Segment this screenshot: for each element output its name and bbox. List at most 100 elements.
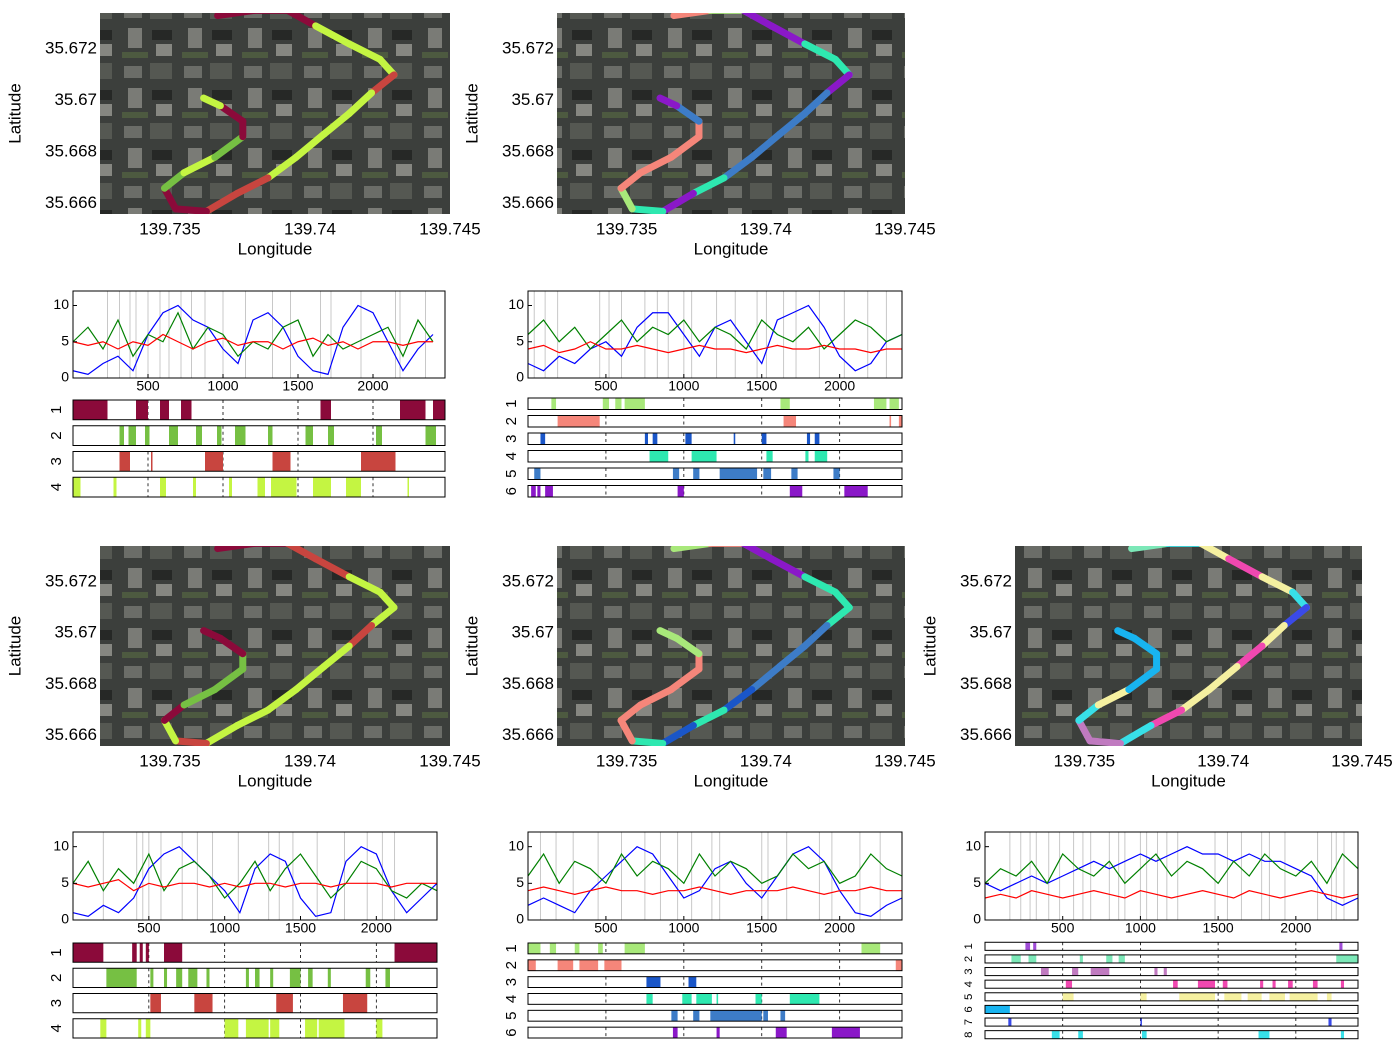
state-segment (710, 1010, 762, 1022)
track-segment (200, 627, 224, 642)
state-segment (1028, 954, 1037, 963)
state-segment (271, 477, 297, 497)
state-segment (205, 451, 223, 472)
track-segment (776, 642, 809, 671)
track (160, 13, 398, 214)
state-segment (1272, 980, 1276, 989)
state-segment (1340, 980, 1345, 989)
y-tick-label: 35.668 (45, 142, 97, 161)
state-row (984, 954, 1359, 964)
x-axis-label: Longitude (238, 239, 313, 258)
track-segment (689, 706, 728, 729)
x-tick-label: 1000 (668, 920, 699, 936)
state-segment (1163, 967, 1167, 976)
track-segment (741, 546, 775, 563)
track-segment (292, 663, 328, 694)
track-segment (368, 71, 398, 97)
state-label: 4 (48, 1024, 65, 1032)
state-segment (574, 943, 580, 954)
track-segment (345, 89, 376, 117)
x-tick-label: 139.735 (596, 751, 657, 770)
state-label: 7 (963, 1019, 975, 1025)
state-row (72, 1018, 438, 1039)
state-label: 3 (963, 968, 975, 974)
state-segment (1179, 992, 1216, 1001)
state-segment (206, 968, 210, 988)
x-axis-label: Longitude (694, 239, 769, 258)
state-label: 1 (48, 948, 65, 956)
state-label: 3 (503, 435, 520, 443)
state-segment (176, 968, 183, 988)
state-row (72, 476, 446, 498)
x-tick-label: 139.74 (1197, 751, 1249, 770)
state-segment (132, 943, 137, 963)
state-label: 4 (503, 452, 520, 460)
state-segment (716, 1027, 720, 1038)
state-row (984, 1030, 1359, 1040)
state-segment (169, 425, 178, 446)
state-segment (598, 943, 603, 954)
state-segment (1140, 1018, 1142, 1027)
state-segment (531, 485, 536, 497)
track (160, 546, 398, 746)
x-tick-label: 139.745 (1331, 751, 1392, 770)
track-segment (628, 737, 667, 746)
y-tick-label: 35.668 (960, 674, 1012, 693)
state-segment (615, 398, 622, 410)
track-segment (823, 604, 853, 629)
track-segment (312, 555, 353, 581)
track-segment (801, 621, 831, 650)
axes-box (984, 831, 1359, 921)
y-tick-label: 35.672 (45, 571, 97, 590)
track-segment (670, 13, 713, 20)
state-segment (376, 1018, 383, 1038)
x-tick-label: 500 (594, 378, 618, 394)
track-segment (1280, 604, 1310, 629)
y-tick-label: 35.672 (960, 571, 1012, 590)
y-tick-label: 35.672 (45, 39, 97, 58)
x-axis-label: Longitude (238, 771, 313, 790)
state-segment (1106, 954, 1113, 963)
state-segment (289, 968, 301, 988)
state-row (72, 942, 438, 963)
track-segment (312, 22, 353, 48)
state-segment (194, 993, 213, 1013)
track-segment (1147, 706, 1186, 729)
state-segment (644, 433, 648, 445)
state-segment (551, 398, 557, 410)
x-tick-label: 139.745 (874, 751, 935, 770)
state-segment (716, 993, 719, 1005)
state-row (72, 451, 446, 472)
state-segment (649, 450, 669, 462)
state-segment (549, 943, 557, 954)
map-image (100, 546, 450, 746)
state-segment (775, 1027, 787, 1038)
state-segment (985, 1005, 1010, 1014)
track-segment (617, 184, 636, 213)
state-row (984, 941, 1359, 951)
y-axis-label: Latitude (5, 83, 24, 144)
state-segment (328, 425, 334, 446)
state-row (72, 967, 438, 988)
track-segment (345, 573, 384, 596)
state-segment (685, 433, 692, 445)
state-segment (719, 468, 758, 480)
state-segment (579, 959, 599, 971)
state-label: 4 (503, 995, 520, 1003)
track-segment (160, 169, 188, 192)
track-segment (1128, 546, 1171, 553)
track-segment (214, 546, 257, 553)
y-tick-label: 35.672 (502, 571, 554, 590)
state-label: 2 (48, 974, 65, 982)
y-tick-label: 5 (61, 332, 69, 348)
state-segment (1173, 980, 1178, 989)
state-segment (1090, 967, 1110, 976)
state-segment (138, 1018, 142, 1038)
state-segment (385, 968, 390, 988)
state-segment (895, 959, 902, 971)
series-line (72, 845, 438, 918)
y-tick-label: 0 (516, 369, 524, 385)
x-tick-label: 2000 (357, 378, 388, 394)
state-segment (1141, 1030, 1147, 1039)
